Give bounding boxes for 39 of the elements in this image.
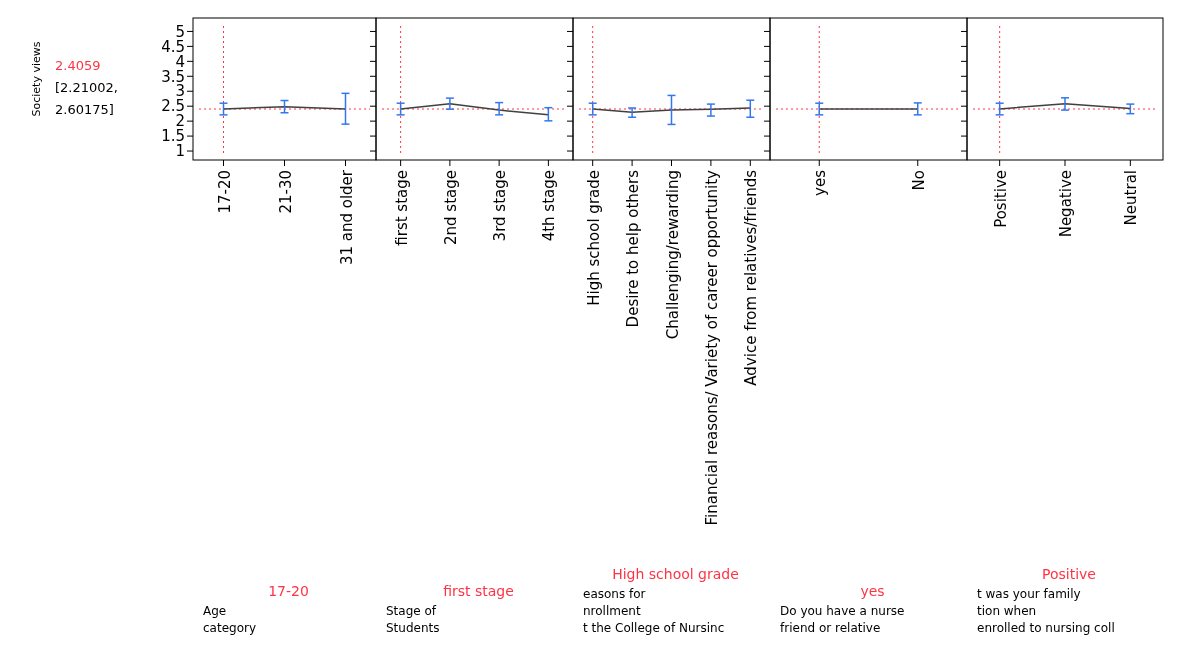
x-tick-label: 3rd stage	[491, 170, 510, 242]
x-tick-label: 2nd stage	[441, 170, 460, 245]
text: t was your family	[977, 587, 1081, 601]
x-tick-label: Advice from relatives/friends	[742, 169, 761, 386]
text: category	[203, 621, 257, 635]
x-tick-label: High school grade	[584, 170, 603, 306]
text: Stage of	[386, 604, 437, 618]
y-axis-title: Society views	[30, 41, 43, 117]
x-tick-label: 17-20	[215, 170, 234, 214]
x-tick-label: 4th stage	[540, 170, 559, 242]
text: 2.60175]	[55, 102, 114, 117]
text: easons for	[583, 587, 646, 601]
text: yes	[860, 583, 885, 599]
text: tion when	[977, 604, 1037, 618]
text: first stage	[443, 583, 514, 599]
text: 2.4059	[55, 58, 101, 73]
text: Do you have a nurse	[780, 604, 905, 618]
x-tick-label: 31 and older	[337, 169, 356, 266]
text: friend or relative	[780, 621, 881, 635]
text: Positive	[1042, 566, 1096, 582]
y-tick-label: 1	[175, 142, 185, 161]
text: t the College of Nursinc	[583, 621, 725, 635]
text: Students	[386, 621, 440, 635]
x-tick-label: first stage	[392, 170, 411, 246]
x-tick-label: Challenging/rewarding	[663, 170, 682, 340]
x-tick-label: Neutral	[1122, 170, 1141, 226]
text: [2.21002,	[55, 80, 118, 95]
text: 17-20	[268, 583, 309, 599]
x-tick-label: Negative	[1057, 170, 1075, 238]
x-tick-label: yes	[811, 169, 830, 196]
text: enrolled to nursing coll	[977, 621, 1115, 635]
x-tick-label: Positive	[991, 170, 1010, 228]
text: nrollment	[583, 604, 641, 618]
text: Age	[203, 604, 227, 618]
text: High school grade	[612, 566, 739, 582]
x-tick-label: Financial reasons/ Variety of career opportunity	[702, 169, 721, 526]
x-tick-label: No	[909, 170, 928, 191]
x-tick-label: Desire to help others	[624, 169, 643, 328]
x-tick-label: 21-30	[276, 170, 295, 214]
